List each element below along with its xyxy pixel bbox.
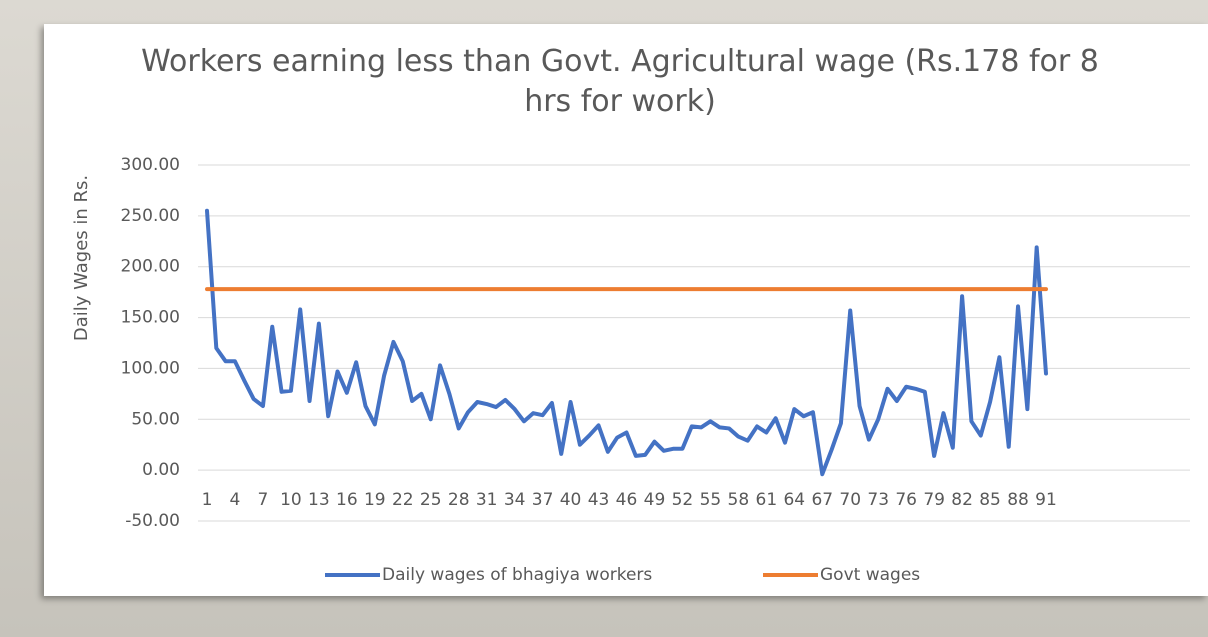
y-tick-label: -50.00 (125, 511, 180, 531)
legend-label: Govt wages (820, 565, 920, 585)
y-axis-label: Daily Wages in Rs. (71, 175, 92, 341)
legend-label: Daily wages of bhagiya workers (382, 565, 652, 585)
x-tick-label: 79 (923, 490, 945, 510)
x-tick-label: 43 (588, 490, 610, 510)
x-tick-label: 28 (448, 490, 470, 510)
x-tick-label: 64 (783, 490, 805, 510)
x-tick-label: 52 (672, 490, 694, 510)
x-tick-label: 19 (364, 490, 386, 510)
x-tick-label: 37 (532, 490, 554, 510)
x-tick-label: 1 (202, 490, 213, 510)
x-tick-label: 34 (504, 490, 526, 510)
x-tick-label: 76 (895, 490, 917, 510)
x-tick-label: 58 (728, 490, 750, 510)
x-tick-label: 49 (644, 490, 666, 510)
x-tick-label: 73 (867, 490, 889, 510)
y-tick-label: 150.00 (121, 308, 180, 328)
x-tick-label: 61 (756, 490, 778, 510)
x-tick-label: 40 (560, 490, 582, 510)
x-tick-label: 7 (258, 490, 269, 510)
x-tick-label: 88 (1007, 490, 1029, 510)
x-tick-label: 91 (1035, 490, 1057, 510)
x-tick-label: 46 (616, 490, 638, 510)
data-line (205, 208, 1048, 477)
x-tick-label: 82 (951, 490, 973, 510)
y-tick-label: 0.00 (142, 460, 180, 480)
chart-panel (44, 24, 1208, 596)
y-tick-label: 200.00 (121, 257, 180, 277)
y-tick-label: 250.00 (121, 206, 180, 226)
x-tick-label: 31 (476, 490, 498, 510)
x-tick-label: 70 (839, 490, 861, 510)
x-tick-label: 67 (811, 490, 833, 510)
x-tick-label: 4 (230, 490, 241, 510)
x-tick-label: 25 (420, 490, 442, 510)
x-tick-label: 16 (336, 490, 358, 510)
chart-title: Workers earning less than Govt. Agricult… (141, 44, 1099, 119)
y-tick-label: 300.00 (121, 155, 180, 175)
x-tick-label: 13 (308, 490, 330, 510)
y-tick-label: 50.00 (131, 409, 180, 429)
x-tick-label: 22 (392, 490, 414, 510)
x-tick-label: 85 (979, 490, 1001, 510)
x-tick-label: 10 (280, 490, 302, 510)
y-tick-label: 100.00 (121, 358, 180, 378)
x-tick-label: 55 (700, 490, 722, 510)
